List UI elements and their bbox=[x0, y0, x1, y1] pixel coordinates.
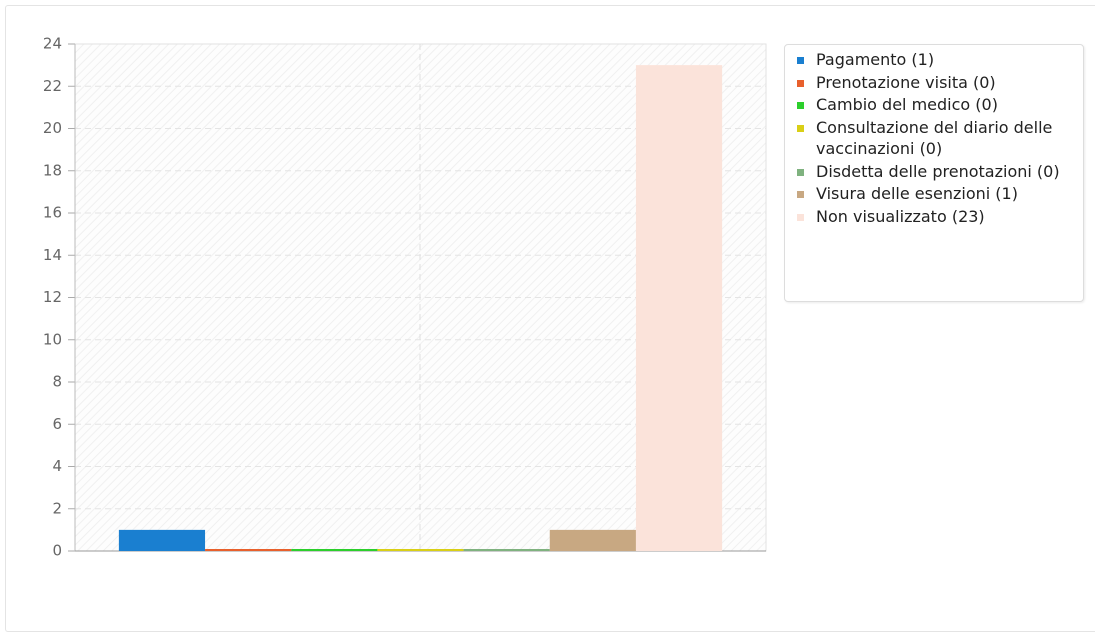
legend-swatch bbox=[797, 124, 804, 132]
bar bbox=[118, 529, 206, 551]
legend-label: Visura delle esenzioni (1) bbox=[816, 184, 1018, 203]
legend: Pagamento (1) Prenotazione visita (0) Camb… bbox=[784, 44, 1084, 302]
legend-swatch bbox=[797, 168, 804, 176]
legend-item[interactable]: Disdetta delle prenotazioni (0) bbox=[797, 161, 1077, 183]
y-tick-label: 4 bbox=[52, 457, 62, 475]
y-tick-label: 20 bbox=[43, 119, 62, 137]
y-tick-label: 18 bbox=[43, 161, 62, 179]
y-tick-label: 14 bbox=[43, 246, 62, 264]
legend-item[interactable]: Visura delle esenzioni (1) bbox=[797, 183, 1077, 205]
legend-swatch bbox=[797, 79, 804, 87]
bar bbox=[377, 549, 464, 551]
legend-item[interactable]: Consultazione del diario delle vaccinazi… bbox=[797, 117, 1077, 160]
y-tick-label: 24 bbox=[43, 35, 62, 53]
legend-label: Pagamento (1) bbox=[816, 50, 935, 69]
y-tick-label: 16 bbox=[43, 204, 62, 222]
legend-label: Consultazione del diario delle vaccinazi… bbox=[816, 117, 1053, 159]
legend-swatch bbox=[797, 191, 804, 198]
bar bbox=[291, 549, 378, 551]
y-tick-label: 8 bbox=[52, 373, 62, 391]
bar bbox=[635, 65, 723, 551]
legend-swatch bbox=[797, 102, 804, 109]
legend-label: Cambio del medico (0) bbox=[816, 95, 998, 114]
y-tick-label: 10 bbox=[43, 330, 62, 348]
y-tick-label: 0 bbox=[52, 542, 62, 560]
y-tick-label: 12 bbox=[43, 288, 62, 306]
legend-swatch bbox=[797, 213, 804, 221]
legend-swatch bbox=[797, 57, 804, 64]
bar bbox=[549, 529, 636, 551]
legend-label: Non visualizzato (23) bbox=[816, 206, 985, 226]
legend-item[interactable]: Pagamento (1) bbox=[797, 49, 1077, 71]
legend-label: Prenotazione visita (0) bbox=[816, 72, 996, 92]
legend-item[interactable]: Cambio del medico (0) bbox=[797, 94, 1077, 116]
legend-item[interactable]: Non visualizzato (23) bbox=[797, 206, 1077, 228]
bar bbox=[463, 549, 550, 551]
legend-label: Disdetta delle prenotazioni (0) bbox=[816, 161, 1060, 181]
y-tick-label: 6 bbox=[52, 415, 62, 433]
panel bbox=[5, 5, 1095, 632]
y-tick-label: 22 bbox=[43, 77, 62, 95]
legend-item[interactable]: Prenotazione visita (0) bbox=[797, 72, 1077, 94]
y-tick-label: 2 bbox=[52, 499, 62, 517]
bar bbox=[205, 549, 292, 551]
